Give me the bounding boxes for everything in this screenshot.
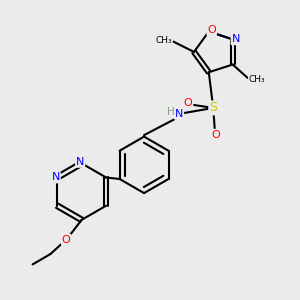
Text: H: H	[167, 107, 175, 117]
Text: O: O	[212, 130, 220, 140]
Text: N: N	[232, 34, 240, 44]
Text: O: O	[62, 235, 70, 245]
Text: CH₃: CH₃	[155, 35, 172, 44]
Text: O: O	[207, 25, 216, 35]
Text: N: N	[76, 157, 84, 167]
Text: N: N	[52, 172, 60, 182]
Text: S: S	[209, 101, 217, 114]
Text: O: O	[184, 98, 192, 109]
Text: CH₃: CH₃	[249, 75, 266, 84]
Text: N: N	[175, 109, 183, 119]
